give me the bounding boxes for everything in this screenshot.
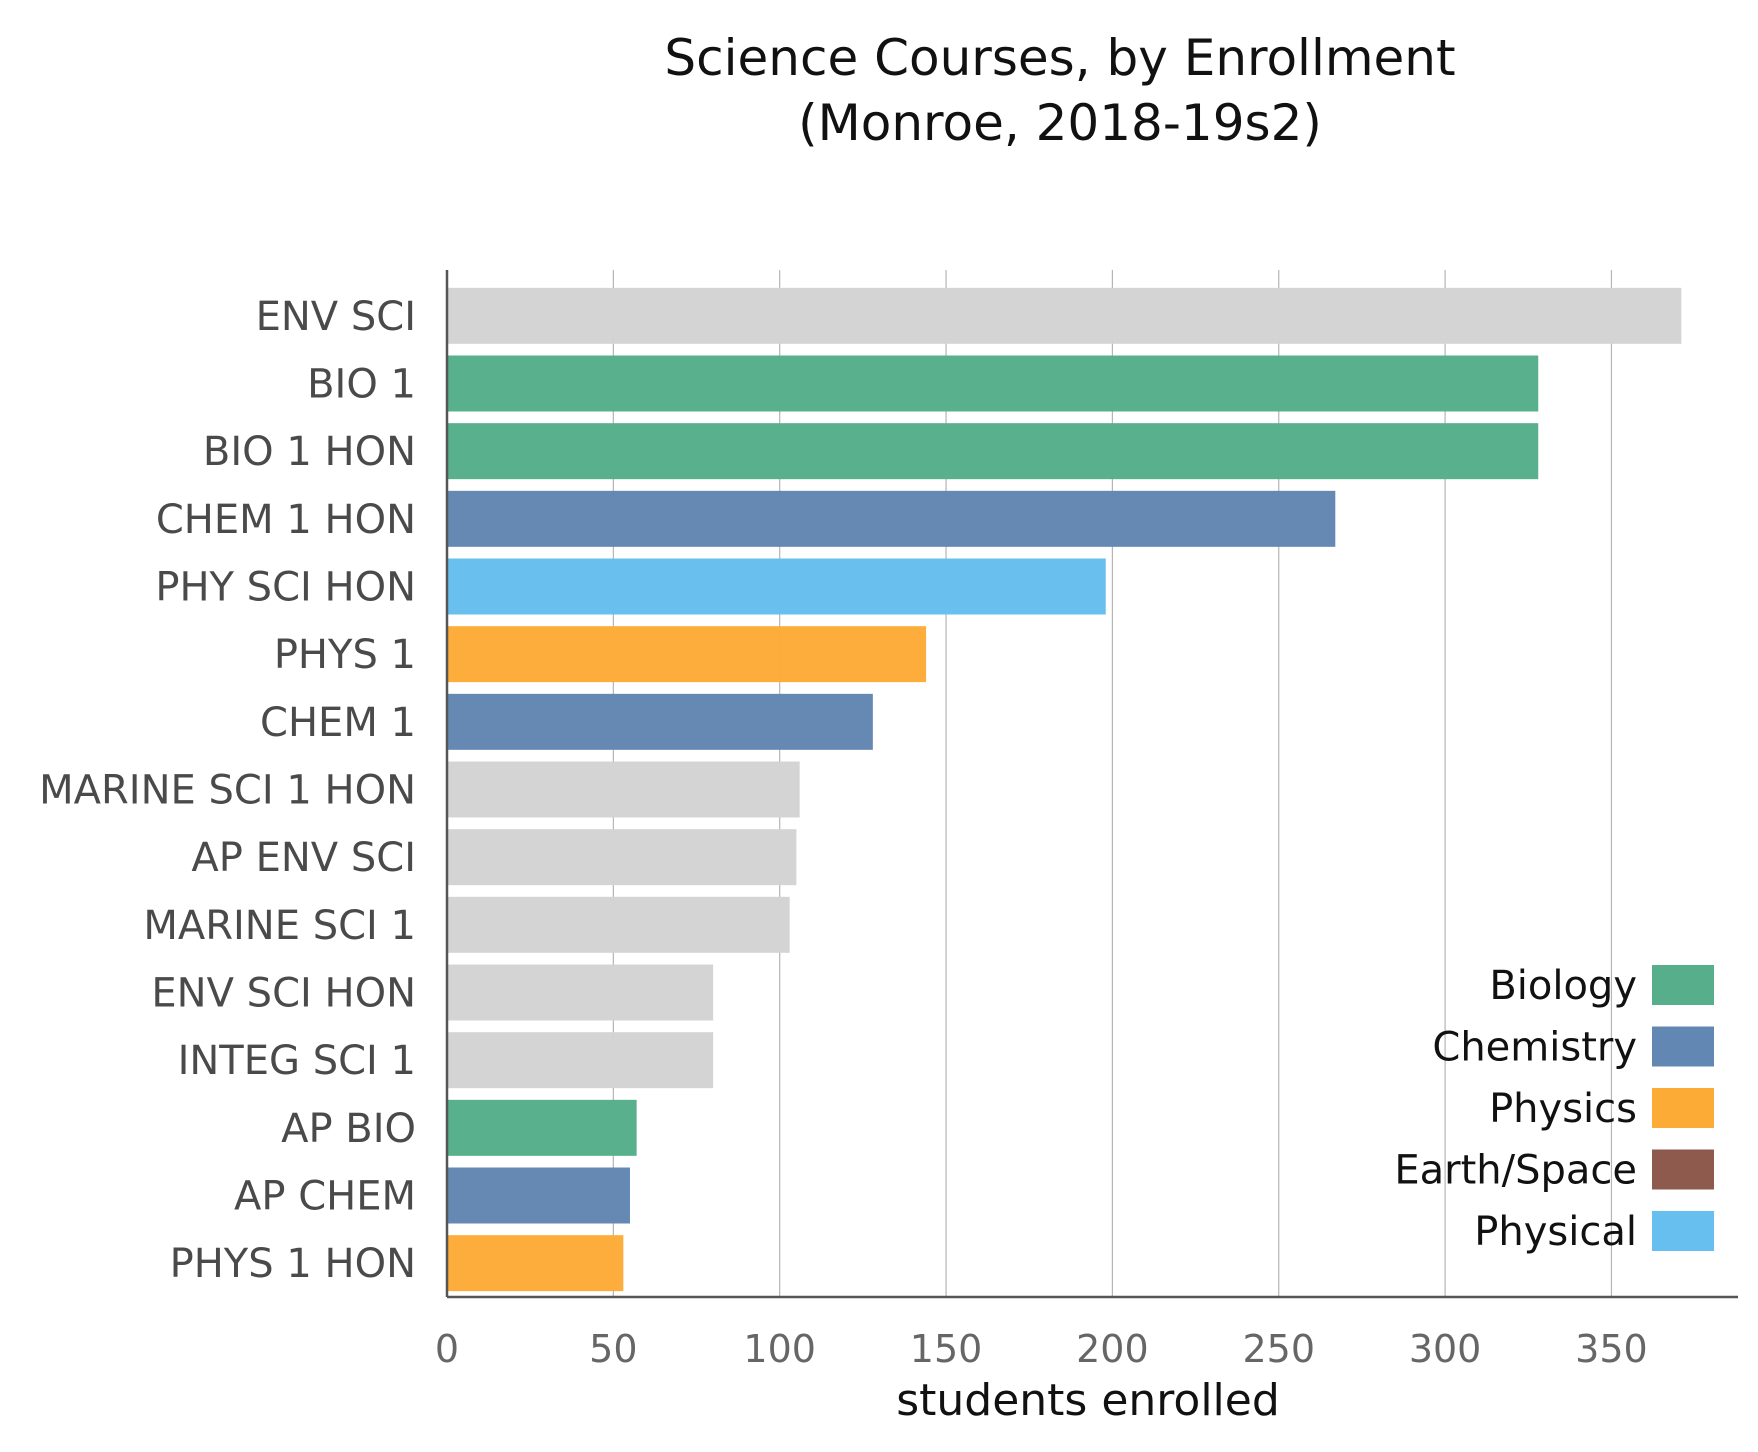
category-label: CHEM 1	[260, 700, 416, 746]
legend-label: Physics	[1489, 1086, 1637, 1132]
category-label: MARINE SCI 1	[143, 903, 416, 949]
legend-label: Physical	[1474, 1209, 1637, 1255]
bar	[447, 693, 873, 750]
category-label: AP ENV SCI	[191, 835, 416, 881]
category-label: CHEM 1 HON	[156, 497, 416, 543]
category-label: AP CHEM	[234, 1174, 416, 1220]
legend-swatch	[1652, 1026, 1714, 1067]
legend-swatch	[1652, 1211, 1714, 1251]
x-tick-label: 150	[910, 1327, 983, 1371]
chart-title-line-1: Science Courses, by Enrollment	[664, 29, 1455, 87]
category-label: BIO 1 HON	[203, 429, 416, 475]
bar	[447, 490, 1336, 547]
legend-swatch	[1652, 965, 1714, 1005]
legend-label: Biology	[1489, 963, 1637, 1009]
x-tick-label: 50	[589, 1327, 637, 1371]
bar	[447, 1032, 714, 1089]
axes	[445, 270, 1738, 1299]
legend-swatch	[1652, 1088, 1714, 1128]
bar	[447, 287, 1682, 344]
bars	[447, 287, 1682, 1292]
legend-label: Chemistry	[1432, 1025, 1637, 1071]
bar	[447, 423, 1539, 480]
x-tick-label: 300	[1409, 1327, 1482, 1371]
category-labels: ENV SCI BIO 1 BIO 1 HON CHEM 1 HON PHY SCI H…	[39, 294, 416, 1287]
x-axis-title: students enrolled	[896, 1375, 1280, 1426]
bar	[447, 558, 1106, 615]
chart-title-line-2: (Monroe, 2018-19s2)	[798, 94, 1322, 152]
bar	[447, 964, 714, 1021]
category-label: INTEG SCI 1	[178, 1038, 416, 1084]
legend-label: Earth/Space	[1394, 1148, 1637, 1194]
category-label: ENV SCI	[256, 294, 416, 340]
category-label: PHYS 1	[274, 632, 416, 678]
category-label: MARINE SCI 1 HON	[39, 768, 416, 814]
x-tick-labels: 0 50 100 150 200 250 300 350	[435, 1327, 1648, 1371]
x-tick-label: 200	[1076, 1327, 1149, 1371]
bar	[447, 761, 800, 818]
bar	[447, 1235, 624, 1292]
bar	[447, 1167, 630, 1224]
category-label: BIO 1	[307, 362, 416, 408]
category-label: PHYS 1 HON	[170, 1241, 416, 1287]
x-tick-label: 100	[743, 1327, 816, 1371]
bar	[447, 626, 927, 683]
bar	[447, 355, 1539, 412]
x-tick-label: 350	[1575, 1327, 1648, 1371]
category-label: PHY SCI HON	[155, 565, 416, 611]
x-tick-label: 250	[1242, 1327, 1315, 1371]
category-label: ENV SCI HON	[151, 971, 416, 1017]
bar	[447, 896, 790, 953]
legend: Biology Chemistry Physics Earth/Space Physic…	[1394, 963, 1714, 1255]
bar	[447, 1099, 637, 1156]
x-tick-label: 0	[435, 1327, 459, 1371]
legend-swatch	[1652, 1149, 1714, 1190]
category-label: AP BIO	[281, 1106, 416, 1152]
bar	[447, 829, 797, 886]
